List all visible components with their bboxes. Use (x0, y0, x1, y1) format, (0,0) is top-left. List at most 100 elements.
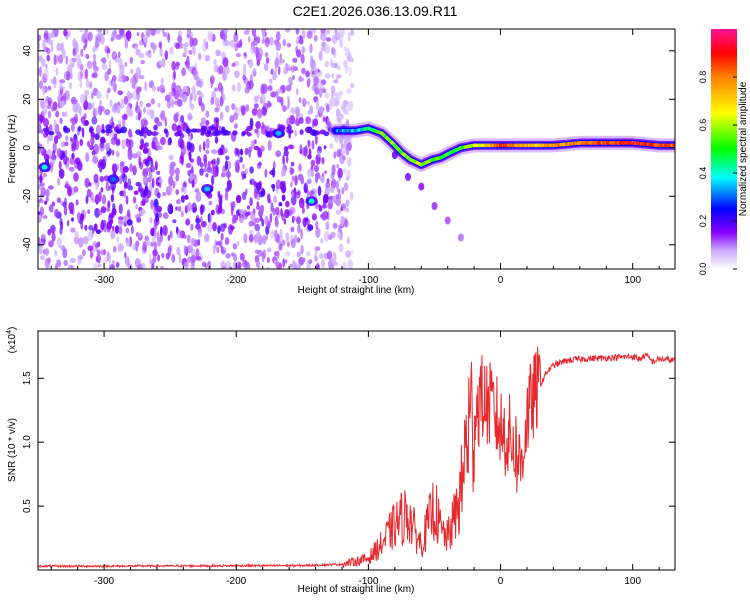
noise-band-blob (241, 131, 247, 136)
noise-blob (144, 81, 147, 91)
noise-blob (216, 103, 220, 111)
noise-band-blob (163, 128, 168, 134)
noise-blob (188, 134, 192, 142)
noise-blob (299, 149, 303, 154)
noise-blob (168, 154, 174, 160)
noise-blob (313, 253, 317, 261)
noise-blob (42, 215, 48, 219)
noise-blob (50, 224, 56, 234)
noise-blob (46, 47, 51, 55)
noise-blob (73, 186, 79, 193)
noise-blob (52, 101, 58, 111)
snr-panel: -300 -200 -100 0 100 0.5 1.0 1.5 Height of str… (6, 327, 676, 595)
noise-blob (290, 226, 295, 233)
noise-blob (200, 216, 203, 224)
noise-band-blob (287, 129, 294, 134)
noise-blob (42, 105, 48, 115)
noise-blob (292, 57, 298, 63)
noise-blob (226, 180, 232, 191)
noise-blob (157, 102, 161, 108)
noise-blob (305, 117, 309, 121)
noise-blob (126, 219, 133, 226)
noise-blob (224, 160, 228, 171)
noise-blob (175, 111, 180, 118)
noise-blob (106, 52, 110, 59)
noise-blob (116, 104, 121, 114)
noise-blob (291, 175, 295, 183)
noise-blob (183, 47, 188, 55)
noise-blob (133, 190, 139, 195)
noise-blob (127, 36, 131, 42)
noise-blob (135, 213, 141, 220)
noise-blob (323, 116, 326, 122)
noise-blob (72, 48, 76, 57)
noise-band-blob (141, 126, 149, 134)
noise-blob (332, 222, 338, 229)
noise-blob (233, 253, 238, 262)
noise-blob (294, 120, 298, 125)
noise-blob (187, 141, 192, 151)
noise-blob (226, 260, 231, 269)
noise-blob (324, 185, 331, 196)
noise-blob (53, 119, 57, 130)
noise-blob (299, 38, 304, 45)
noise-blob (54, 249, 58, 257)
noise-blob (86, 60, 93, 70)
noise-blob (112, 260, 115, 265)
noise-blob (199, 162, 204, 168)
noise-blob (111, 149, 115, 156)
noise-blob (232, 84, 236, 92)
noise-blob (289, 114, 296, 125)
noise-blob (138, 52, 145, 59)
noise-blob (175, 189, 180, 195)
noise-blob (41, 58, 46, 67)
noise-blob (244, 147, 249, 156)
noise-blob (51, 201, 56, 207)
noise-blob (296, 36, 301, 41)
noise-blob (125, 227, 130, 234)
noise-blob (267, 193, 271, 204)
x-tick-label: 100 (624, 275, 641, 286)
noise-blob (63, 111, 68, 118)
noise-blob (294, 175, 298, 186)
noise-band-blob (206, 129, 212, 135)
noise-blob (58, 160, 62, 170)
noise-blob (153, 43, 157, 50)
noise-blob (107, 87, 111, 94)
noise-blob (256, 231, 261, 240)
noise-blob (66, 219, 70, 227)
noise-blob (342, 261, 346, 269)
noise-blob (119, 64, 125, 76)
noise-blob (274, 57, 280, 68)
noise-blob (143, 132, 147, 139)
y-tick-label: 20 (22, 93, 33, 105)
noise-blob (90, 252, 94, 258)
noise-blob (267, 85, 273, 92)
noise-blob (276, 51, 279, 59)
noise-blob (286, 241, 290, 247)
noise-blob (176, 229, 183, 239)
noise-blob (56, 131, 62, 139)
noise-band-blob (319, 129, 326, 135)
noise-blob (42, 39, 46, 50)
noise-blob (279, 55, 283, 66)
noise-blob (84, 120, 89, 126)
noise-blob (85, 78, 90, 88)
noise-blob (92, 155, 98, 164)
snr-multiplier-close: ) (7, 327, 18, 330)
noise-blob (118, 218, 124, 228)
noise-blob (275, 150, 282, 158)
noise-blob (56, 259, 61, 265)
noise-blob (167, 176, 173, 186)
noise-blob (207, 222, 213, 233)
noise-blob (311, 140, 315, 150)
branch-point (418, 182, 425, 191)
noise-blob (290, 181, 293, 188)
noise-blob (261, 122, 265, 130)
noise-blob (158, 41, 162, 49)
noise-blob (166, 99, 172, 109)
noise-blob (215, 49, 221, 57)
noise-blob (338, 90, 344, 96)
noise-blob (311, 63, 317, 68)
noise-blob (225, 253, 231, 259)
